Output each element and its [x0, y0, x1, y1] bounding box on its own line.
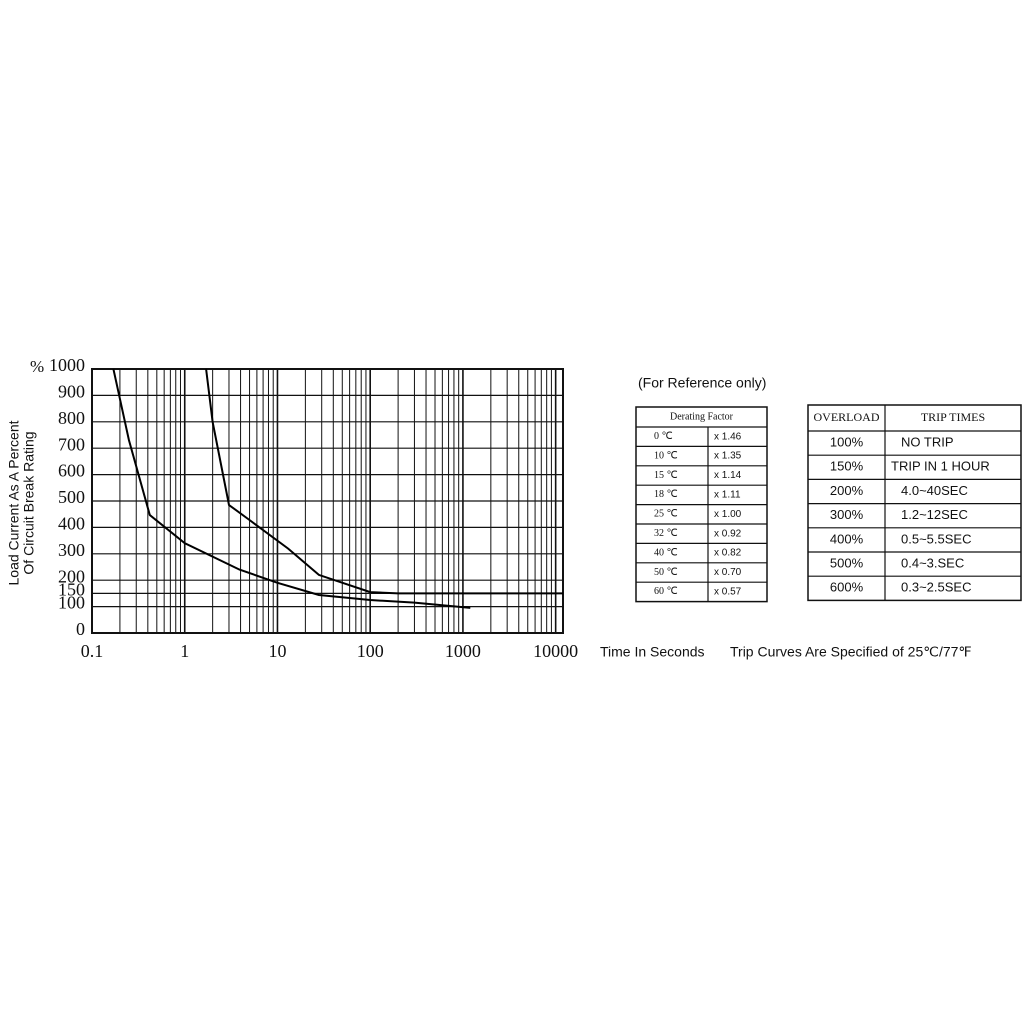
y-tick-label: 1000 — [49, 355, 85, 375]
table-frame — [807, 404, 1022, 602]
table-cell: 4.0~40SEC — [901, 483, 968, 498]
table-cell: x 0.70 — [714, 567, 742, 578]
table-cell: 15 ℃ — [654, 470, 678, 481]
table-cell: 500% — [830, 556, 864, 571]
trip-curve — [205, 368, 563, 595]
table-cell: TRIP IN 1 HOUR — [891, 459, 990, 474]
table-header: TRIP TIMES — [921, 410, 985, 424]
table-cell: x 1.00 — [714, 509, 742, 520]
table-cell: 10 ℃ — [654, 450, 678, 461]
y-axis-label: Load Current As A Percent — [6, 420, 22, 585]
x-tick-label: 100 — [357, 641, 384, 661]
y-tick-label: 150 — [58, 580, 85, 600]
y-unit: % — [30, 357, 44, 376]
y-tick-label: 700 — [58, 434, 85, 454]
y-tick-label: 0 — [76, 619, 85, 639]
table-cell: 300% — [830, 507, 864, 522]
y-tick-label: 300 — [58, 540, 85, 560]
table-cell: x 1.35 — [714, 451, 742, 462]
table-cell: 0.5~5.5SEC — [901, 531, 971, 546]
x-axis-label: Time In Seconds — [600, 644, 705, 660]
y-tick-label: 600 — [58, 461, 85, 481]
table-cell: x 1.14 — [714, 470, 742, 481]
table-cell: 0 ℃ — [654, 431, 673, 442]
table-cell: x 0.82 — [714, 548, 742, 559]
table-cell: 25 ℃ — [654, 509, 678, 520]
table-cell: 32 ℃ — [654, 528, 678, 539]
x-tick-label: 0.1 — [81, 641, 104, 661]
table-cell: NO TRIP — [901, 435, 954, 450]
y-tick-label: 100 — [58, 593, 85, 613]
x-tick-label: 10000 — [533, 641, 578, 661]
table-cell: x 0.57 — [714, 587, 742, 598]
reference-note: (For Reference only) — [638, 375, 766, 391]
table-header: OVERLOAD — [814, 410, 880, 424]
table-cell: 1.2~12SEC — [901, 507, 968, 522]
table-cell: x 0.92 — [714, 528, 742, 539]
trip-curve — [112, 368, 471, 609]
y-tick-label: 400 — [58, 514, 85, 534]
y-tick-label: 800 — [58, 408, 85, 428]
table-cell: 18 ℃ — [654, 489, 678, 500]
table-cell: 400% — [830, 531, 864, 546]
table-cell: 60 ℃ — [654, 586, 678, 597]
y-tick-label: 200 — [58, 566, 85, 586]
table-cell: x 1.46 — [714, 431, 742, 442]
table-cell: 0.3~2.5SEC — [901, 580, 971, 595]
table-cell: 100% — [830, 435, 864, 450]
x-tick-label: 10 — [268, 641, 286, 661]
table-cell: 0.4~3.SEC — [901, 556, 964, 571]
y-tick-label: 900 — [58, 382, 85, 402]
table-cell: 150% — [830, 459, 864, 474]
table-cell: x 1.11 — [714, 490, 741, 501]
x-tick-label: 1 — [180, 641, 189, 661]
footnote: Trip Curves Are Specified of 25℃/77℉ — [730, 644, 972, 660]
table-cell: 600% — [830, 580, 864, 595]
y-tick-label: 500 — [58, 487, 85, 507]
table-cell: 50 ℃ — [654, 567, 678, 578]
x-tick-label: 1000 — [445, 641, 481, 661]
table-header: Derating Factor — [670, 411, 734, 422]
table-cell: 200% — [830, 483, 864, 498]
plot-frame — [91, 368, 564, 634]
table-cell: 40 ℃ — [654, 547, 678, 558]
y-axis-label: Of Circuit Break Rating — [21, 431, 37, 574]
